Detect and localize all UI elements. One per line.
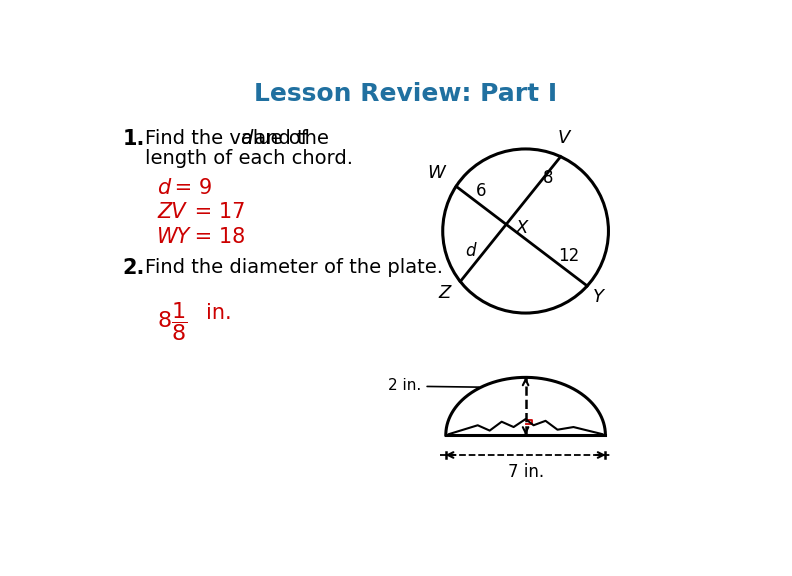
- Text: WY: WY: [158, 226, 191, 247]
- Text: d: d: [466, 242, 476, 260]
- Text: X: X: [516, 219, 528, 237]
- Text: Find the diameter of the plate.: Find the diameter of the plate.: [145, 257, 443, 276]
- Text: 6: 6: [476, 182, 486, 200]
- Text: 1.: 1.: [122, 129, 145, 149]
- Text: 2.: 2.: [122, 257, 145, 278]
- Text: 2 in.: 2 in.: [388, 378, 421, 393]
- Text: = 17: = 17: [188, 202, 246, 222]
- Text: Find the value of: Find the value of: [145, 129, 314, 148]
- Text: ZV: ZV: [158, 202, 186, 222]
- Text: Y: Y: [593, 288, 604, 306]
- Text: = 18: = 18: [188, 226, 246, 247]
- Text: 8: 8: [543, 169, 554, 187]
- Text: 7 in.: 7 in.: [508, 463, 543, 481]
- Text: W: W: [428, 164, 445, 182]
- Text: Lesson Review: Part I: Lesson Review: Part I: [254, 82, 558, 105]
- Text: V: V: [558, 129, 570, 147]
- Text: in.: in.: [207, 304, 232, 323]
- Text: d: d: [240, 129, 253, 148]
- Text: Z: Z: [439, 284, 451, 302]
- Text: length of each chord.: length of each chord.: [145, 149, 353, 168]
- Text: d: d: [158, 178, 170, 198]
- Text: and the: and the: [248, 129, 329, 148]
- Text: = 9: = 9: [169, 178, 212, 198]
- Text: $8\dfrac{1}{8}$: $8\dfrac{1}{8}$: [158, 300, 188, 343]
- Text: 12: 12: [558, 247, 579, 265]
